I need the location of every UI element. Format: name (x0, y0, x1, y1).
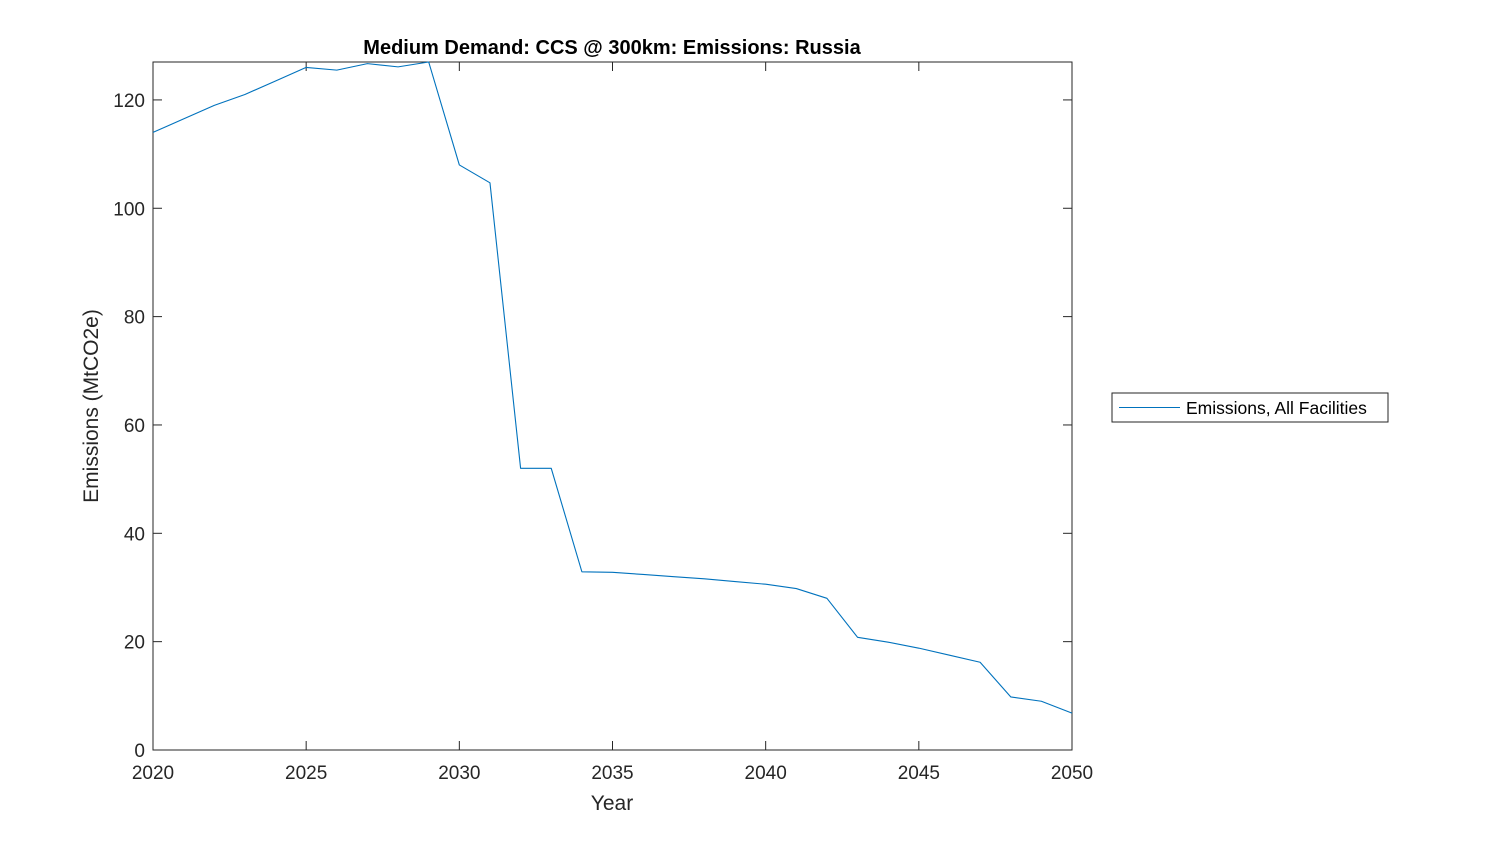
axes-box (152, 61, 1073, 751)
y-tick-label-80: 80 (124, 308, 145, 329)
plot-area: 2020 2025 2030 2035 2040 2045 2050 02040608010… (113, 61, 1093, 784)
x-tick-label-2045: 2045 (898, 763, 940, 784)
y-tick-label-20: 20 (124, 633, 145, 654)
x-tick-label-2025: 2025 (285, 763, 327, 784)
y-tick-label-40: 40 (124, 524, 145, 545)
y-tick-label-120: 120 (113, 91, 145, 112)
x-tick-label-2030: 2030 (438, 763, 480, 784)
series-layer (152, 61, 1073, 714)
chart-title: Medium Demand: CCS @ 300km: Emissions: R… (363, 37, 861, 59)
y-axis-label: Emissions (MtCO2e) (80, 309, 103, 503)
y-tick-label-100: 100 (113, 199, 145, 220)
x-tick-label-2040: 2040 (745, 763, 787, 784)
x-tick-label-2035: 2035 (591, 763, 633, 784)
series-line-0 (152, 61, 1073, 714)
x-tick-label-2020: 2020 (132, 763, 174, 784)
legend: Emissions, All Facilities (1111, 392, 1389, 423)
legend-label-emissions: Emissions, All Facilities (1186, 398, 1367, 418)
y-axis-ticks: 0 20 40 60 80 100 120 (113, 91, 1072, 762)
x-axis-label: Year (591, 792, 633, 815)
y-tick-label-0: 0 (134, 741, 145, 762)
x-tick-label-2050: 2050 (1051, 763, 1093, 784)
y-tick-label-60: 60 (124, 416, 145, 437)
x-axis-ticks: 2020 2025 2030 2035 2040 2045 2050 (132, 62, 1093, 784)
